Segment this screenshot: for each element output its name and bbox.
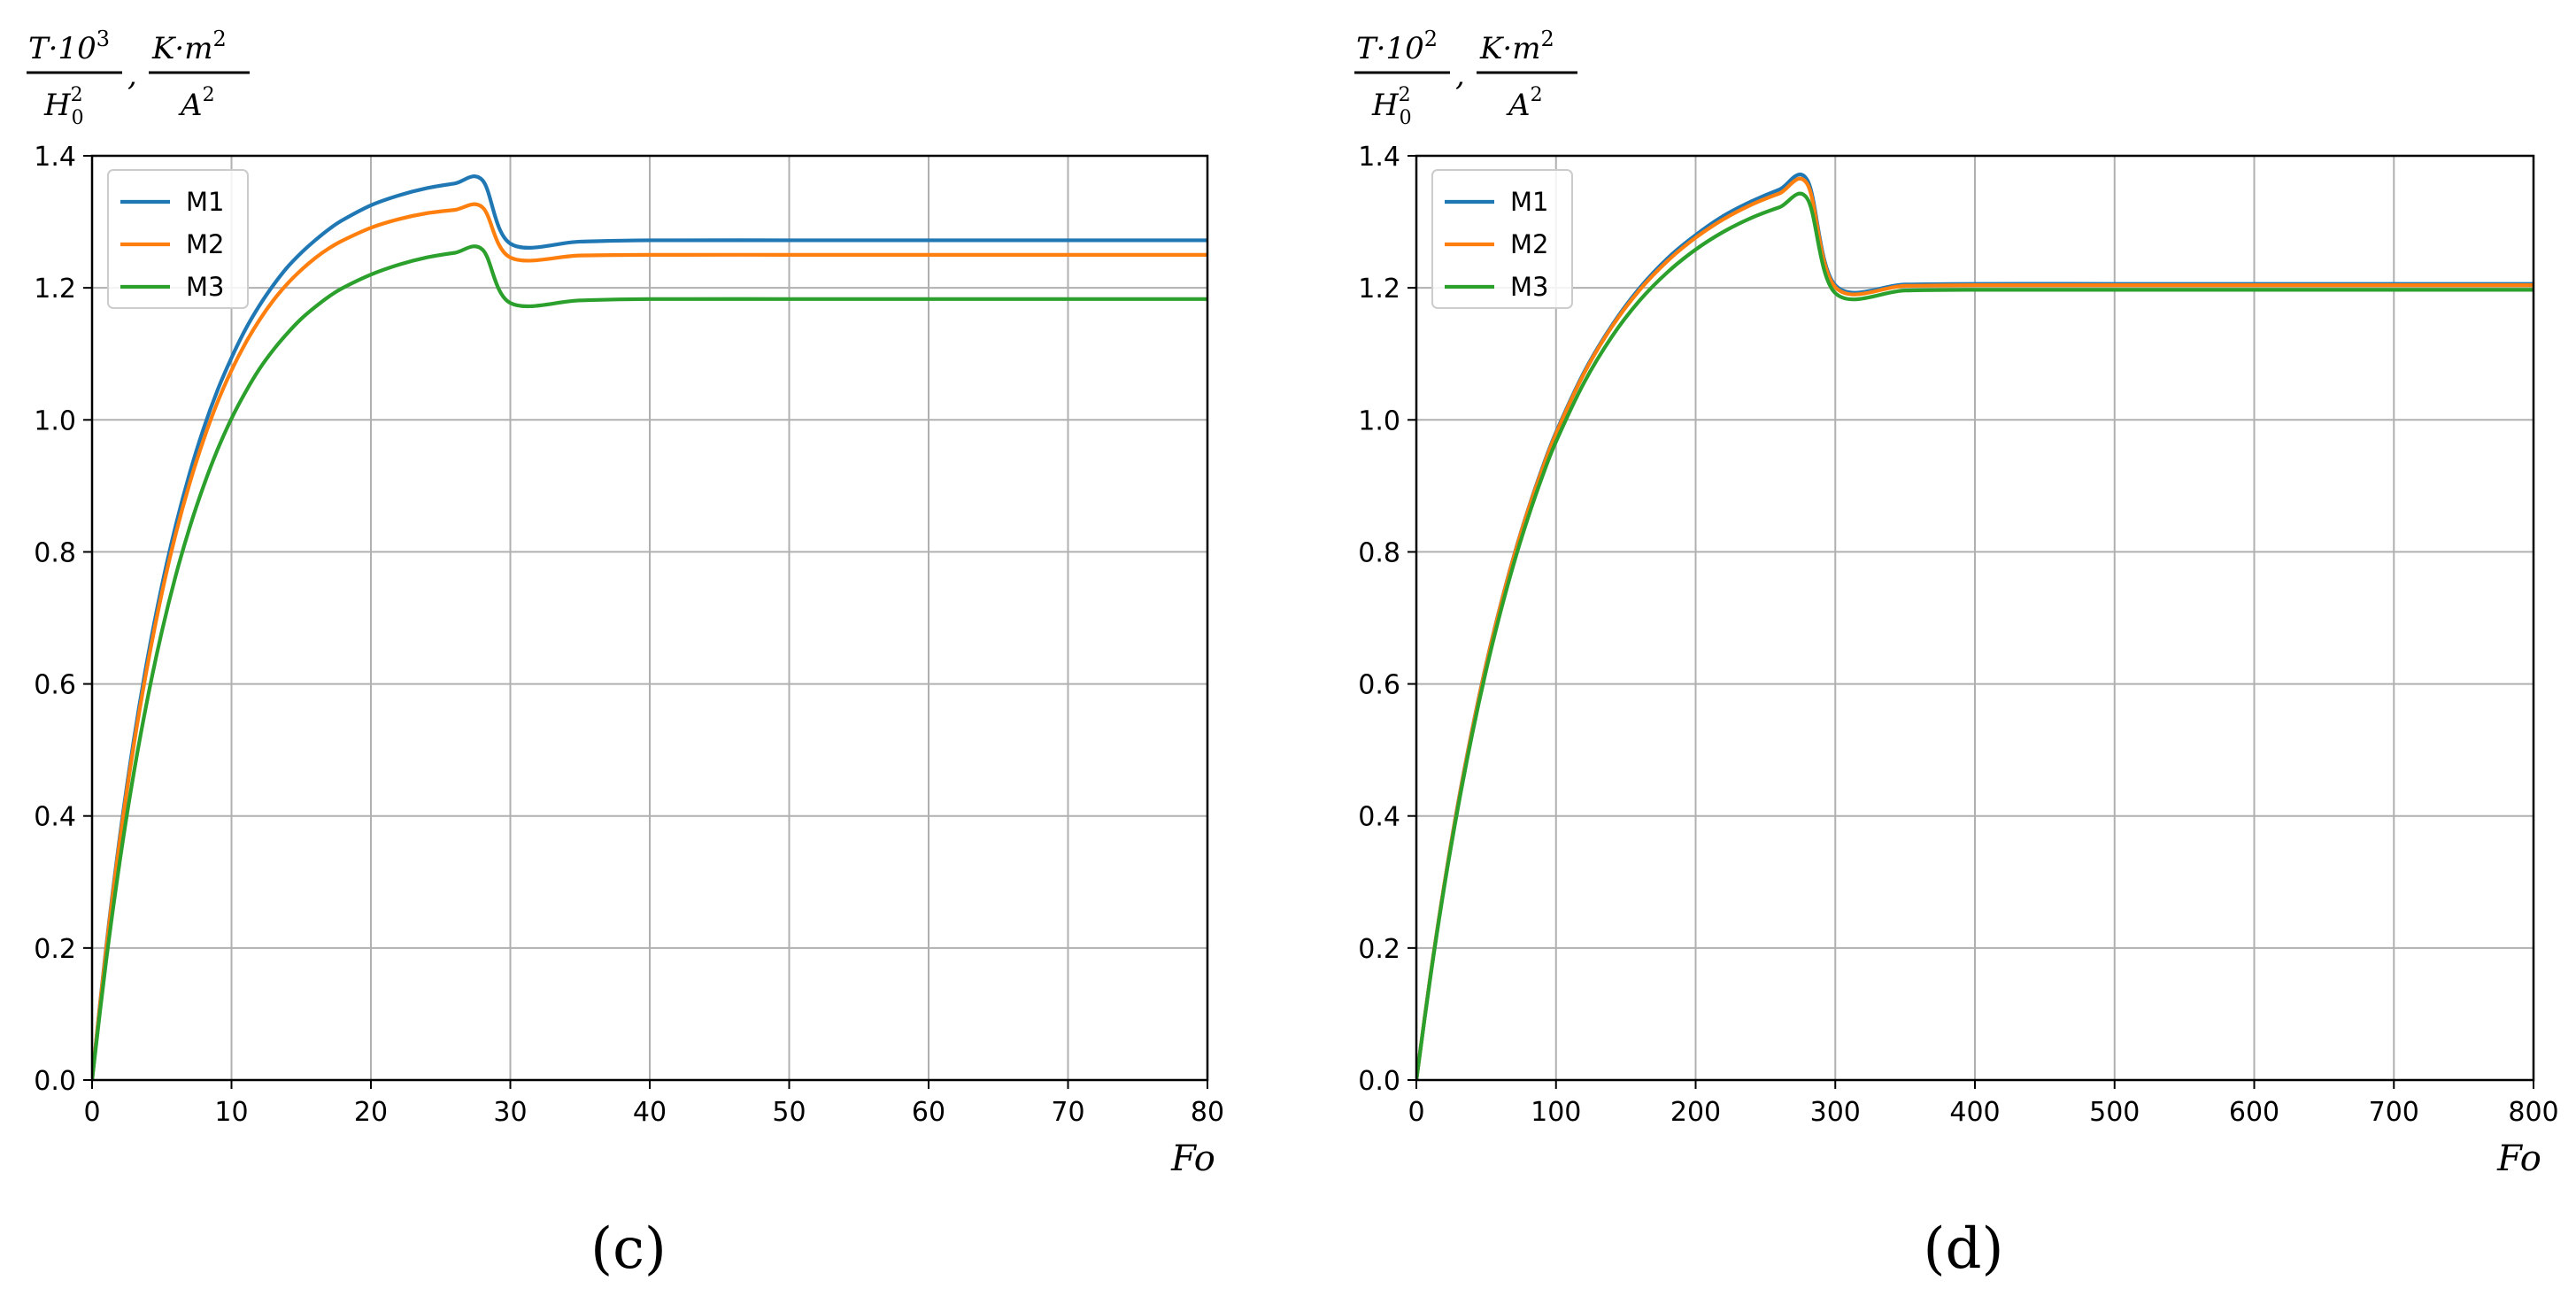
y-tick-label: 0.6 xyxy=(1358,670,1400,701)
x-tick-label: 50 xyxy=(772,1097,806,1128)
chart-panel-c: 0 10 20 30 40 50 60 70 80 0.0 0.2 0.4 0.6 0.8 1.0 1.2 1.… xyxy=(27,27,1224,1282)
x-tick-label: 30 xyxy=(493,1097,527,1128)
x-tick-label: 40 xyxy=(633,1097,667,1128)
x-tick-label: 300 xyxy=(1810,1097,1861,1128)
y-tick-label: 0.4 xyxy=(34,802,76,833)
x-tick-label: 600 xyxy=(2229,1097,2279,1128)
x-tick-label: 20 xyxy=(354,1097,388,1128)
y-tick-label: 0.2 xyxy=(34,934,76,965)
series-line-m2 xyxy=(92,202,1207,1080)
ylabel-frac1-numerator: T·103 xyxy=(28,27,110,66)
ylabel-frac2-denominator: A2 xyxy=(1506,84,1543,123)
y-tick-label: 1.0 xyxy=(1358,405,1400,436)
x-tick-label: 400 xyxy=(1949,1097,2000,1128)
ylabel-frac1-denominator: H2 0 xyxy=(1371,84,1412,129)
legend-box xyxy=(107,169,249,309)
x-tick-label: 800 xyxy=(2508,1097,2558,1128)
legend-label-m1: M1 xyxy=(186,187,224,217)
ylabel-frac1-numerator: T·102 xyxy=(1356,27,1438,66)
ylabel-frac2-denominator: A2 xyxy=(178,84,215,123)
y-tick-label: 0.8 xyxy=(34,537,76,568)
y-tick-label: 0.6 xyxy=(34,670,76,701)
y-tick-label: 1.4 xyxy=(1358,142,1400,173)
ylabel-frac2-numerator: K·m2 xyxy=(1479,27,1554,66)
x-tick-label: 100 xyxy=(1531,1097,1581,1128)
x-axis-label: Fo xyxy=(1170,1138,1215,1179)
series-line-m3 xyxy=(1416,191,2534,1080)
legend-label-m2: M2 xyxy=(186,229,224,259)
y-tick-label: 1.2 xyxy=(34,274,76,305)
legend-label-m3: M3 xyxy=(186,272,224,302)
x-tick-label: 0 xyxy=(83,1097,100,1128)
ylabel-frac2-numerator: K·m2 xyxy=(151,27,227,66)
legend-label-m1: M1 xyxy=(1510,187,1548,217)
y-tick-label: 0.0 xyxy=(1358,1066,1400,1097)
x-tick-label: 60 xyxy=(912,1097,945,1128)
y-tick-label: 0.8 xyxy=(1358,537,1400,568)
y-tick-label: 1.0 xyxy=(34,405,76,436)
panel-label: (c) xyxy=(590,1216,667,1282)
series-group xyxy=(92,174,1207,1080)
x-tick-label: 70 xyxy=(1051,1097,1084,1128)
y-tick-label: 1.4 xyxy=(34,142,76,173)
ylabel-separator: , xyxy=(127,58,137,93)
legend-label-m3: M3 xyxy=(1510,272,1548,302)
y-tick-label: 1.2 xyxy=(1358,274,1400,305)
x-tick-label: 0 xyxy=(1408,1097,1424,1128)
chart-panel-d: 0 100 200 300 400 500 600 700 800 0.0 0.2 0.4 0.6 0.8… xyxy=(1354,27,2559,1282)
x-tick-label: 200 xyxy=(1670,1097,1721,1128)
panel-label: (d) xyxy=(1924,1216,2004,1282)
y-tick-label: 0.4 xyxy=(1358,802,1400,833)
series-group xyxy=(1416,173,2534,1080)
x-tick-label: 10 xyxy=(214,1097,248,1128)
legend-box xyxy=(1431,169,1573,309)
x-tick-label: 80 xyxy=(1191,1097,1224,1128)
y-tick-label: 0.2 xyxy=(1358,934,1400,965)
legend-label-m2: M2 xyxy=(1510,229,1548,259)
ylabel-frac1-denominator: H2 0 xyxy=(43,84,84,129)
y-tick-label: 0.0 xyxy=(34,1066,76,1097)
x-tick-label: 700 xyxy=(2369,1097,2419,1128)
x-axis-label: Fo xyxy=(2496,1138,2541,1179)
ylabel-separator: , xyxy=(1455,58,1465,93)
series-line-m3 xyxy=(92,244,1207,1080)
x-tick-label: 500 xyxy=(2089,1097,2140,1128)
